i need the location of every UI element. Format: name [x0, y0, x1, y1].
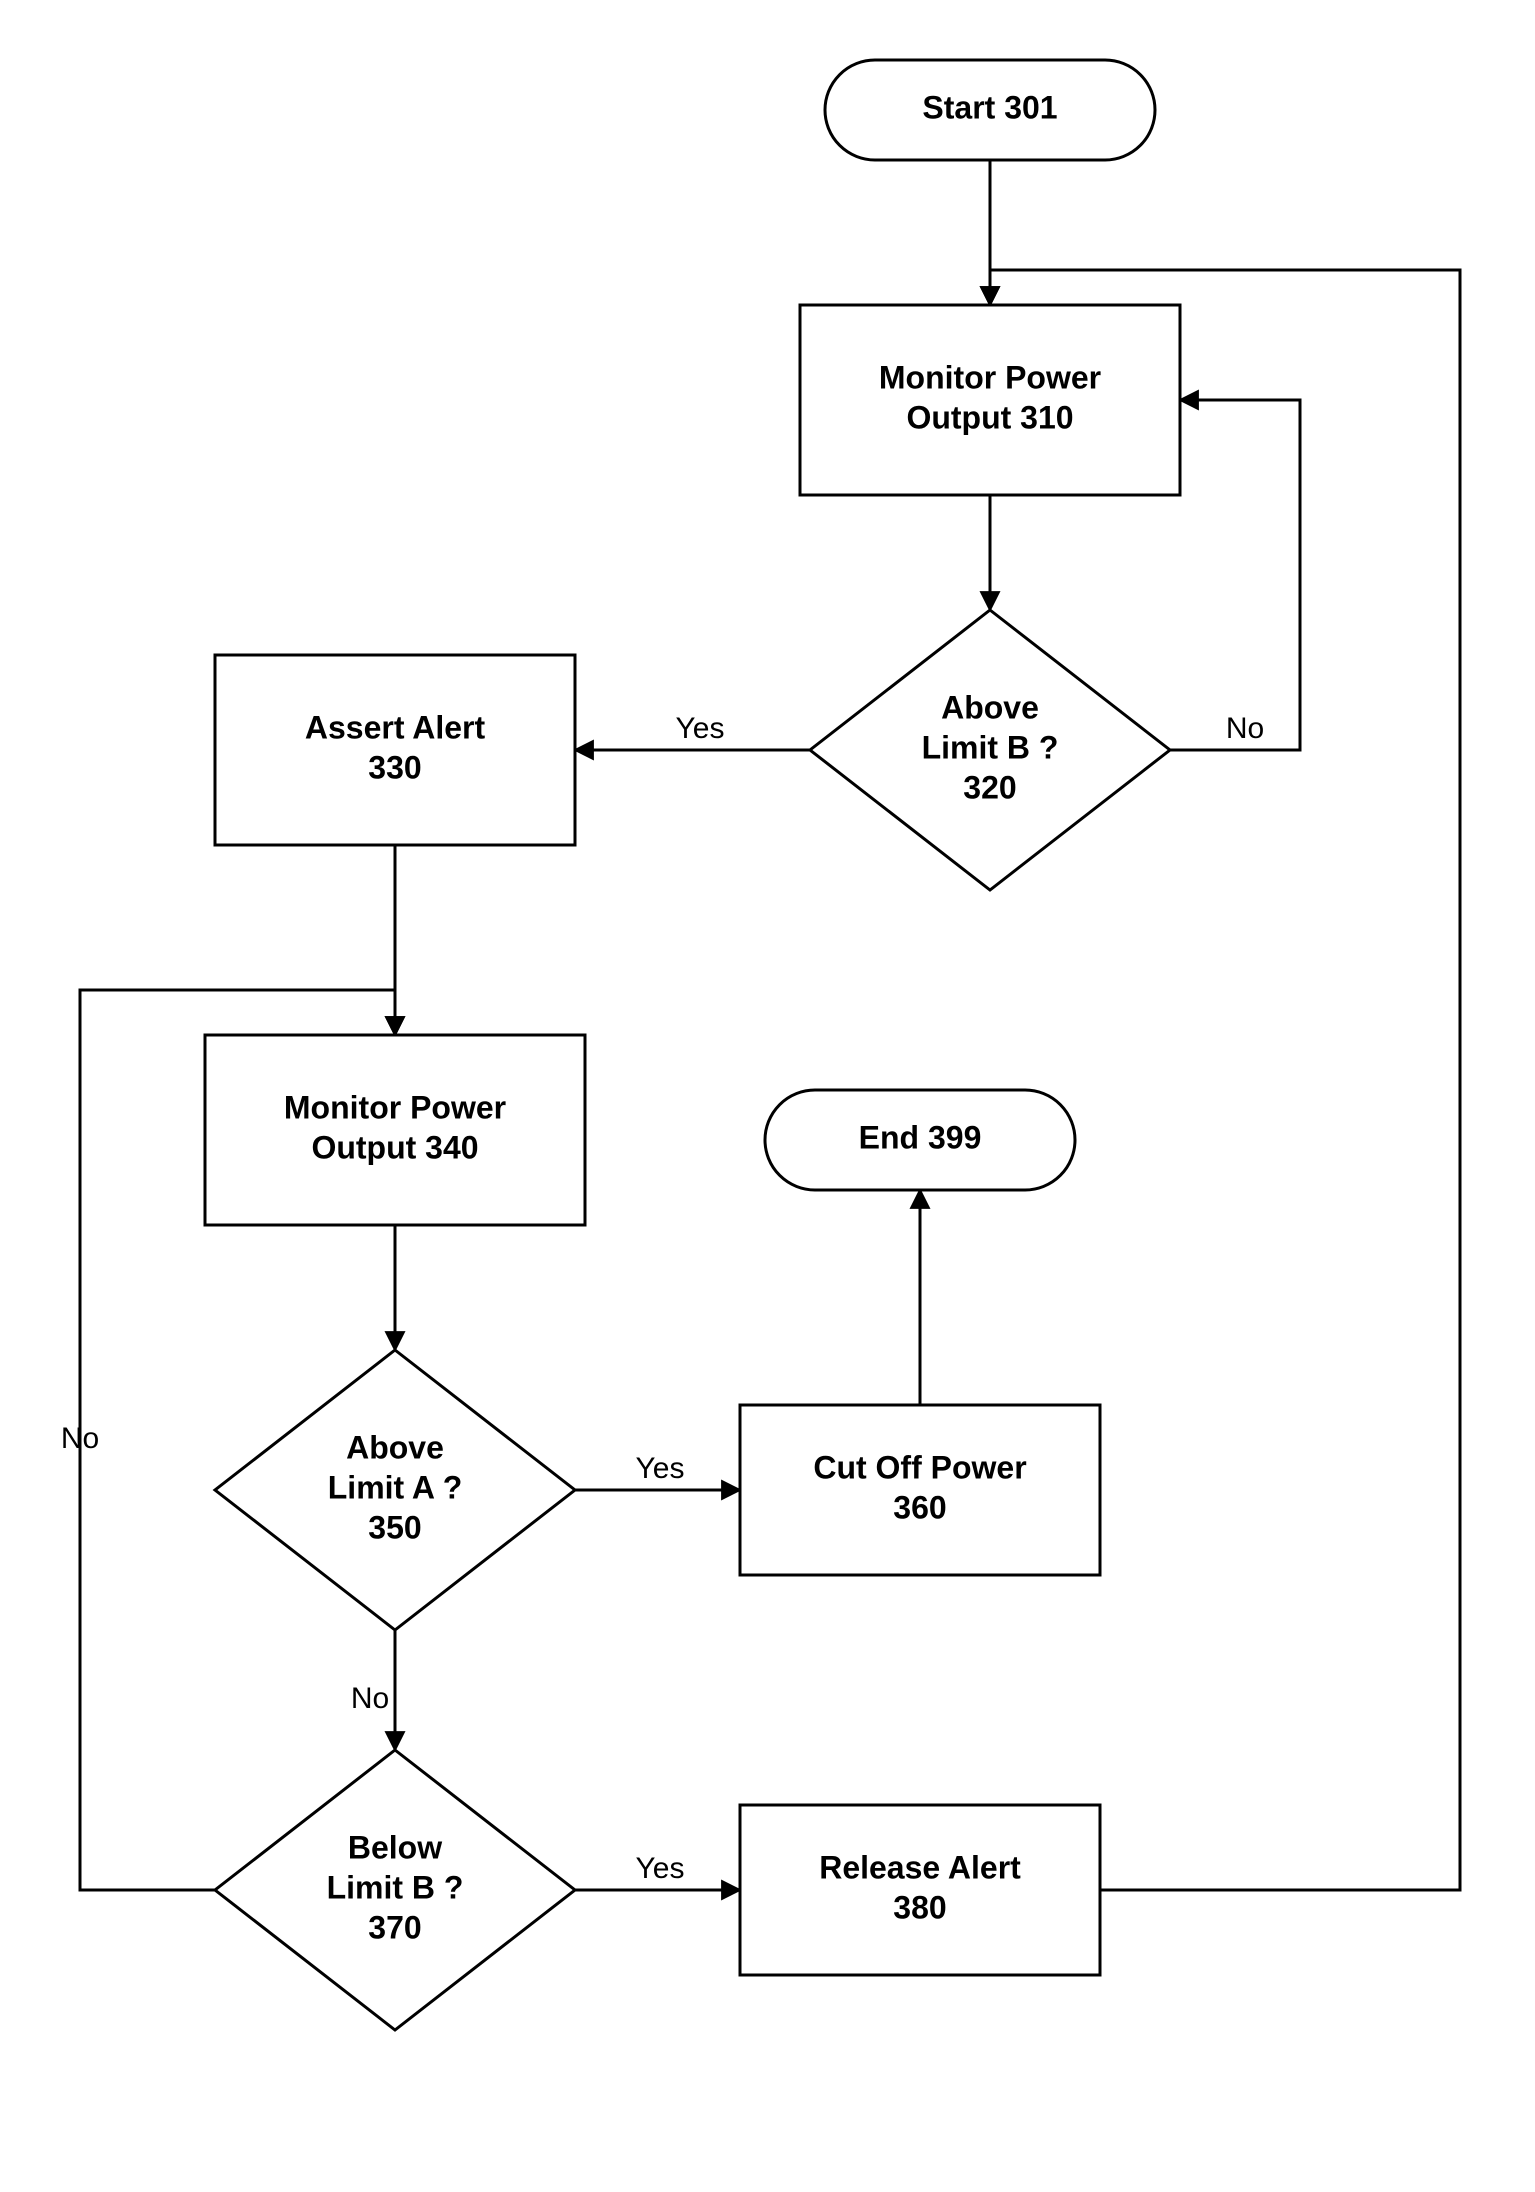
- svg-text:No: No: [351, 1682, 389, 1715]
- svg-text:370: 370: [368, 1909, 421, 1945]
- svg-text:Above: Above: [941, 689, 1039, 725]
- node-mon310: Monitor Power Output 310: [800, 305, 1180, 495]
- svg-text:No: No: [1226, 712, 1264, 745]
- svg-text:Above: Above: [346, 1429, 444, 1465]
- node-end: End 399: [765, 1090, 1075, 1190]
- svg-text:360: 360: [893, 1489, 946, 1525]
- svg-text:Assert Alert: Assert Alert: [305, 709, 486, 745]
- svg-text:Start 301: Start 301: [922, 89, 1057, 125]
- node-rel380: Release Alert 380: [740, 1805, 1100, 1975]
- node-mon340: Monitor Power Output 340: [205, 1035, 585, 1225]
- svg-text:Below: Below: [348, 1829, 442, 1865]
- svg-text:320: 320: [963, 769, 1016, 805]
- svg-text:Yes: Yes: [636, 1452, 685, 1485]
- svg-text:Yes: Yes: [676, 712, 725, 745]
- svg-text:380: 380: [893, 1889, 946, 1925]
- svg-text:Limit B ?: Limit B ?: [922, 729, 1059, 765]
- svg-text:Release Alert: Release Alert: [819, 1849, 1021, 1885]
- node-cut360: Cut Off Power 360: [740, 1405, 1100, 1575]
- svg-text:Monitor Power: Monitor Power: [284, 1089, 506, 1125]
- svg-text:End 399: End 399: [859, 1119, 982, 1155]
- svg-text:Output 340: Output 340: [311, 1129, 478, 1165]
- svg-text:350: 350: [368, 1509, 421, 1545]
- svg-text:Cut Off Power: Cut Off Power: [813, 1449, 1026, 1485]
- node-start: Start 301: [825, 60, 1155, 160]
- svg-text:Yes: Yes: [636, 1852, 685, 1885]
- svg-text:Monitor Power: Monitor Power: [879, 359, 1101, 395]
- svg-text:330: 330: [368, 749, 421, 785]
- svg-text:No: No: [61, 1422, 99, 1455]
- node-assert330: Assert Alert 330: [215, 655, 575, 845]
- svg-text:Output 310: Output 310: [906, 399, 1073, 435]
- svg-text:Limit A ?: Limit A ?: [328, 1469, 463, 1505]
- flowchart-canvas: Yes No Yes No Yes No Start 301 Monitor Power Out…: [0, 0, 1535, 2192]
- svg-text:Limit B ?: Limit B ?: [327, 1869, 464, 1905]
